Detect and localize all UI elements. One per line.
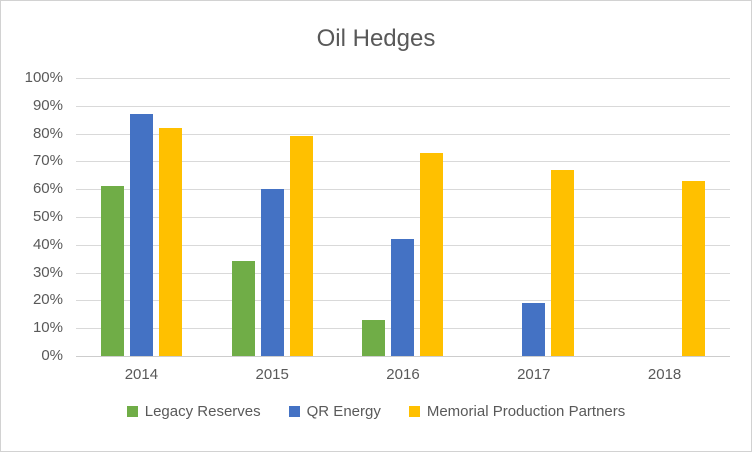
legend-item-memorial-production-partners: Memorial Production Partners — [408, 403, 626, 420]
bar-group-2017 — [468, 78, 599, 356]
gridline — [76, 356, 730, 357]
bar-qr-energy-2014 — [129, 114, 153, 356]
x-axis-labels: 2014 2015 2016 2017 2018 — [76, 366, 730, 386]
bar-group-2016 — [338, 78, 469, 356]
legend-swatch-icon — [288, 406, 300, 417]
y-axis-tick-label: 0% — [41, 347, 63, 364]
gridline — [76, 161, 730, 163]
legend-label: Memorial Production Partners — [426, 403, 626, 420]
bar-group-2014 — [76, 78, 207, 356]
gridline — [76, 133, 730, 135]
x-axis-tick-label: 2014 — [124, 366, 159, 383]
y-axis-tick-label: 40% — [32, 235, 63, 253]
y-axis-tick-label: 60% — [32, 180, 63, 198]
chart-title: Oil Hedges — [316, 25, 436, 52]
legend-label: QR Energy — [306, 403, 381, 420]
gridline — [76, 78, 730, 79]
gridline — [76, 217, 730, 218]
legend-swatch-icon — [408, 406, 420, 417]
legend: Legacy Reserves QR Energy Memorial Product… — [1, 403, 751, 420]
bar-memorial-production-partners-2016 — [420, 153, 444, 356]
bar-legacy-reserves-2014 — [100, 186, 124, 356]
bar-legacy-reserves-2016 — [362, 319, 386, 356]
bar-qr-energy-2017 — [522, 303, 546, 356]
bar-group-2018 — [599, 78, 730, 356]
gridline — [76, 105, 730, 107]
y-axis-tick-label: 100% — [24, 69, 63, 86]
y-axis-tick-label: 20% — [32, 291, 63, 309]
plot-area — [76, 78, 730, 357]
legend-label: Legacy Reserves — [144, 403, 261, 420]
bar-legacy-reserves-2015 — [231, 261, 255, 356]
bar-group-2015 — [207, 78, 338, 356]
bar-memorial-production-partners-2017 — [551, 169, 575, 356]
bar-memorial-production-partners-2018 — [682, 180, 706, 356]
y-axis-tick-label: 90% — [32, 96, 63, 114]
x-axis-tick-label: 2018 — [647, 366, 682, 383]
legend-item-qr-energy: QR Energy — [288, 403, 381, 420]
x-axis-tick-label: 2015 — [255, 366, 289, 383]
bar-qr-energy-2015 — [260, 189, 284, 356]
y-axis-tick-label: 50% — [32, 208, 63, 225]
bar-qr-energy-2016 — [391, 239, 415, 356]
bar-memorial-production-partners-2015 — [289, 136, 313, 356]
gridline — [76, 189, 730, 191]
x-axis-tick-label: 2017 — [517, 366, 551, 383]
bar-memorial-production-partners-2014 — [158, 128, 182, 356]
legend-item-legacy-reserves: Legacy Reserves — [126, 403, 261, 420]
y-axis-tick-label: 70% — [32, 152, 63, 170]
y-axis-tick-label: 10% — [32, 319, 63, 337]
y-axis-tick-label: 30% — [32, 263, 63, 281]
legend-swatch-icon — [126, 406, 138, 417]
y-axis-tick-label: 80% — [32, 124, 63, 142]
x-axis-tick-label: 2016 — [386, 366, 420, 383]
